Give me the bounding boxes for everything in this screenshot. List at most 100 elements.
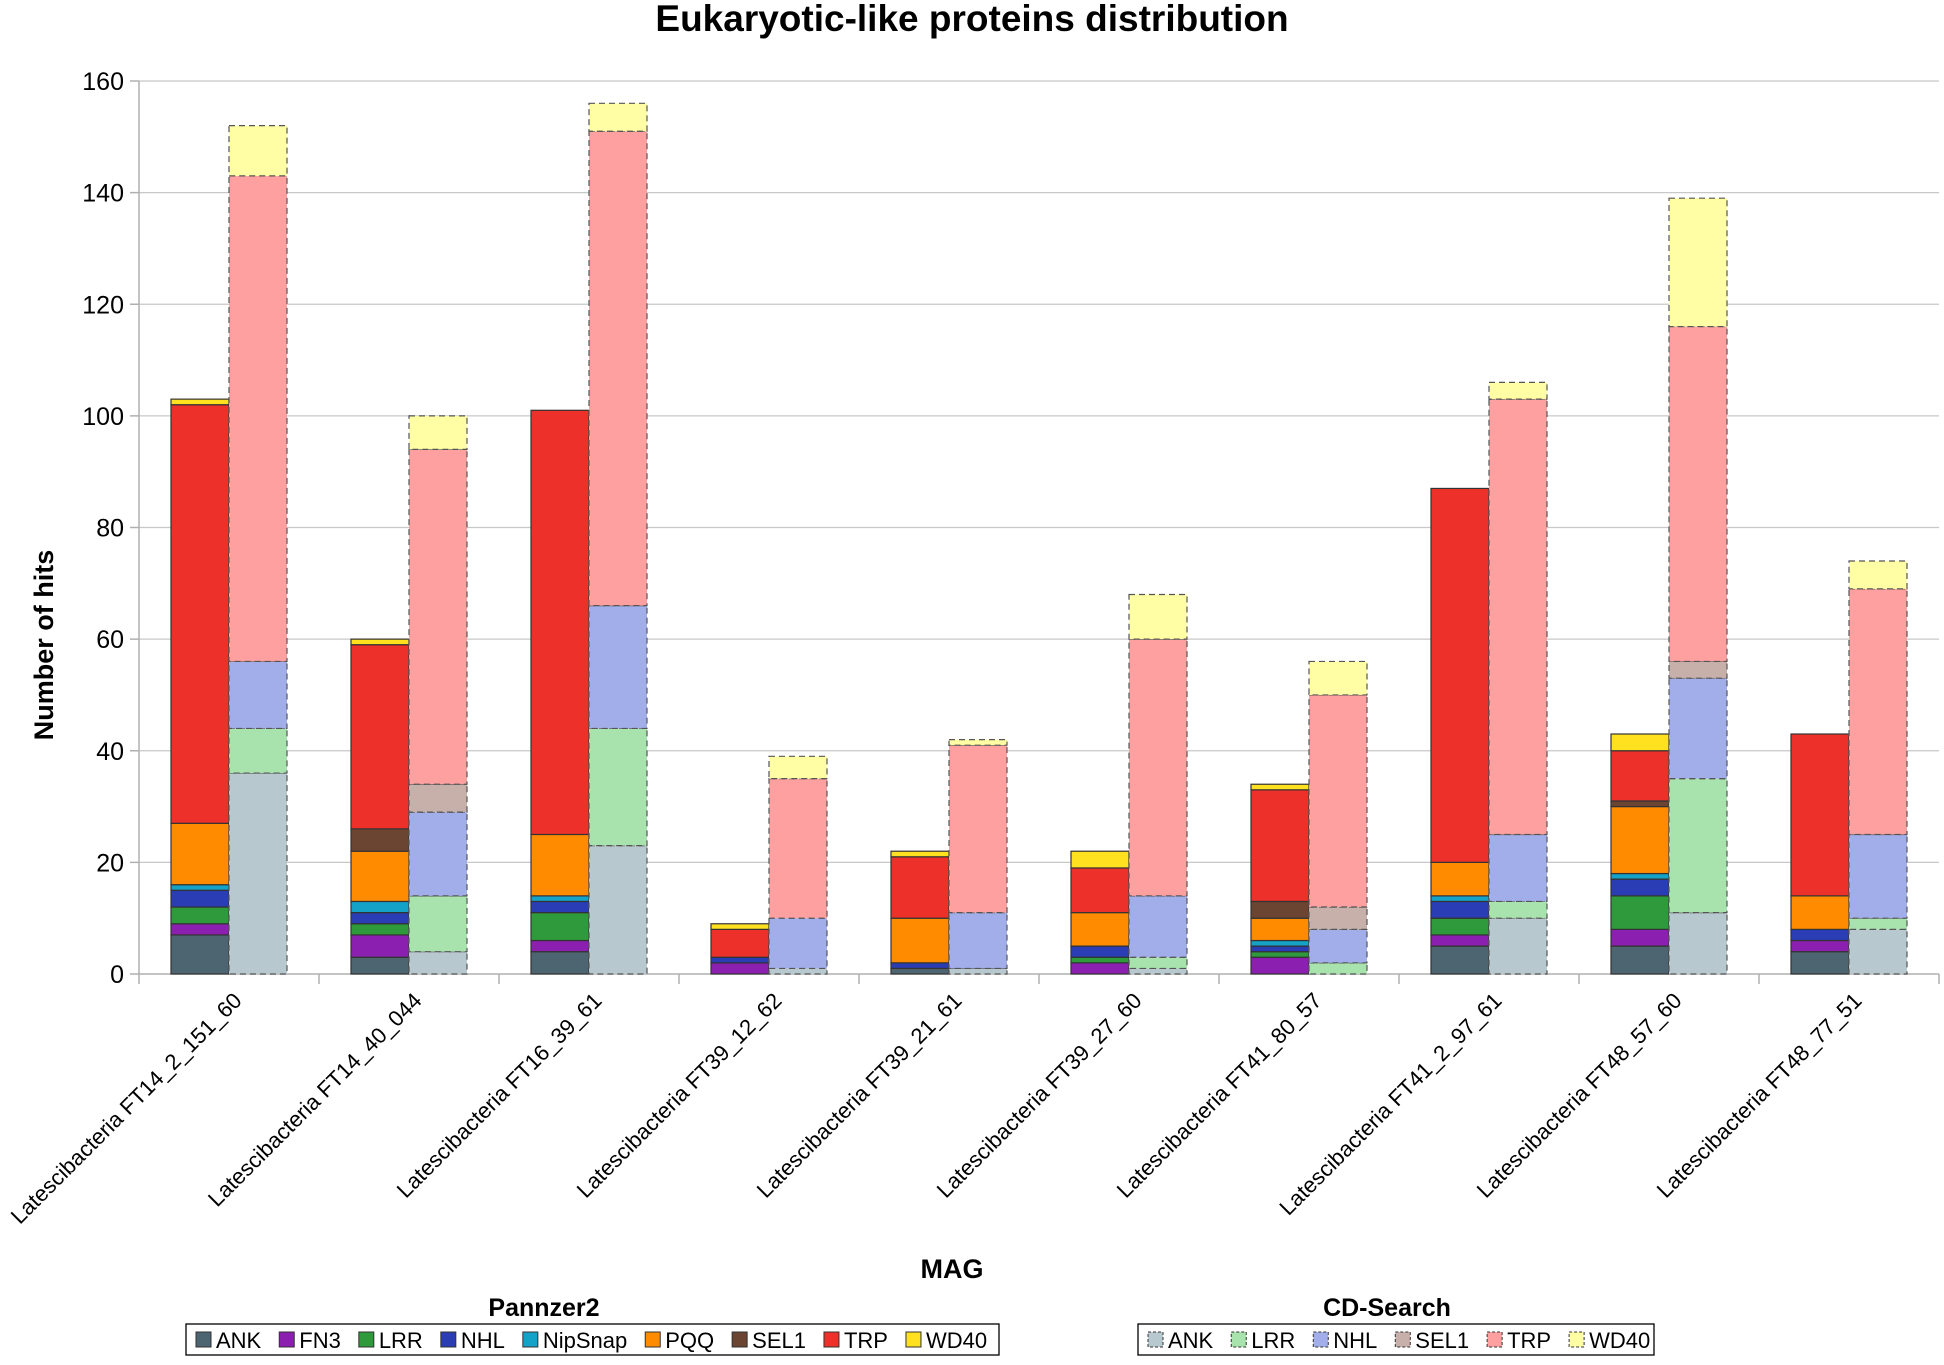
bar-cd-search-lrr-latescibacteria-ft48-77-51	[1848, 917, 1908, 930]
bar-cd-search-ank-latescibacteria-ft16-39-61	[588, 845, 648, 975]
bar-pannzer2-pqq-latescibacteria-ft39-21-61	[890, 917, 950, 964]
bar-pannzer2-ank-latescibacteria-ft48-57-60	[1610, 945, 1670, 975]
bar-pannzer2-pqq-latescibacteria-ft41-80-57	[1250, 917, 1310, 942]
y-tick-label-40: 40	[96, 738, 124, 766]
bar-cd-search-wd40-latescibacteria-ft14-2-151-60	[228, 125, 288, 177]
bar-pannzer2-trp-latescibacteria-ft41-80-57	[1250, 789, 1310, 903]
bar-pannzer2-fn3-latescibacteria-ft39-12-62	[710, 962, 770, 975]
legend-label-pannzer2-fn3: FN3	[299, 1328, 341, 1353]
legend-label-cd-search-nhl: NHL	[1333, 1328, 1377, 1353]
bar-pannzer2-nhl-latescibacteria-ft39-21-61	[890, 962, 950, 970]
bar-pannzer2-wd40-latescibacteria-ft14-40-044	[350, 638, 410, 646]
bar-cd-search-nhl-latescibacteria-ft14-2-151-60	[228, 660, 288, 730]
bar-pannzer2-nipsnap-latescibacteria-ft48-57-60	[1610, 872, 1670, 880]
bar-pannzer2-nhl-latescibacteria-ft41-80-57	[1250, 945, 1310, 953]
bar-pannzer2-lrr-latescibacteria-ft14-40-044	[350, 923, 410, 936]
bar-cd-search-trp-latescibacteria-ft39-21-61	[948, 744, 1008, 914]
bar-pannzer2-wd40-latescibacteria-ft39-27-60	[1070, 850, 1130, 869]
bar-cd-search-nhl-latescibacteria-ft16-39-61	[588, 605, 648, 730]
legend-title-cd-search: CD-Search	[1323, 1294, 1451, 1322]
bar-cd-search-lrr-latescibacteria-ft41-2-97-61	[1488, 900, 1548, 919]
bar-pannzer2-trp-latescibacteria-ft39-12-62	[710, 928, 770, 958]
bar-cd-search-trp-latescibacteria-ft41-80-57	[1308, 694, 1368, 908]
bar-pannzer2-lrr-latescibacteria-ft16-39-61	[530, 912, 590, 942]
bar-cd-search-ank-latescibacteria-ft39-12-62	[768, 967, 828, 975]
bar-pannzer2-sel1-latescibacteria-ft14-40-044	[350, 828, 410, 852]
x-tick-label-latescibacteria-ft39-27-60: Latescibacteria FT39_27_60	[932, 988, 1147, 1203]
bar-cd-search-nhl-latescibacteria-ft14-40-044	[408, 811, 468, 897]
legend-swatch-cd-search-ank	[1147, 1331, 1164, 1348]
legends: Pannzer2 ANK FN3 LRR NHL NipSnap PQQ SEL1 TRP WD4…	[185, 1294, 1655, 1356]
bar-cd-search-wd40-latescibacteria-ft48-57-60	[1668, 197, 1728, 328]
bar-pannzer2-fn3-latescibacteria-ft41-2-97-61	[1430, 934, 1490, 947]
legend-label-cd-search-ank: ANK	[1168, 1328, 1214, 1353]
legend-swatch-pannzer2-wd40	[905, 1331, 922, 1348]
bar-cd-search-trp-latescibacteria-ft14-40-044	[408, 448, 468, 785]
bar-pannzer2-pqq-latescibacteria-ft14-2-151-60	[170, 822, 230, 886]
bar-pannzer2-wd40-latescibacteria-ft14-2-151-60	[170, 398, 230, 406]
bar-cd-search-nhl-latescibacteria-ft39-21-61	[948, 912, 1008, 970]
y-tick-label-20: 20	[96, 849, 124, 877]
legend-swatch-cd-search-sel1	[1394, 1331, 1411, 1348]
bar-cd-search-lrr-latescibacteria-ft39-27-60	[1128, 956, 1188, 970]
legend-label-pannzer2-lrr: LRR	[379, 1328, 423, 1353]
bar-pannzer2-pqq-latescibacteria-ft48-57-60	[1610, 805, 1670, 875]
bar-pannzer2-nipsnap-latescibacteria-ft14-2-151-60	[170, 884, 230, 891]
x-tick-label-latescibacteria-ft39-12-62: Latescibacteria FT39_12_62	[572, 988, 787, 1203]
bar-pannzer2-nhl-latescibacteria-ft14-2-151-60	[170, 889, 230, 908]
legend-swatch-pannzer2-pqq	[644, 1331, 661, 1348]
bar-cd-search-nhl-latescibacteria-ft39-12-62	[768, 917, 828, 970]
bar-cd-search-wd40-latescibacteria-ft39-12-62	[768, 755, 828, 780]
y-tick-label-60: 60	[96, 626, 124, 654]
bar-pannzer2-pqq-latescibacteria-ft41-2-97-61	[1430, 861, 1490, 897]
bar-pannzer2-pqq-latescibacteria-ft48-77-51	[1790, 895, 1850, 930]
bar-pannzer2-nhl-latescibacteria-ft39-27-60	[1070, 945, 1130, 958]
bar-cd-search-wd40-latescibacteria-ft39-21-61	[948, 738, 1008, 746]
x-tick-label-latescibacteria-ft39-21-61: Latescibacteria FT39_21_61	[752, 988, 967, 1203]
legend-label-pannzer2-nipsnap: NipSnap	[543, 1328, 627, 1353]
bar-cd-search-wd40-latescibacteria-ft41-2-97-61	[1488, 381, 1548, 400]
x-tick-label-latescibacteria-ft48-57-60: Latescibacteria FT48_57_60	[1472, 988, 1687, 1203]
legend-swatch-cd-search-trp	[1486, 1331, 1503, 1348]
legend-swatch-pannzer2-nipsnap	[522, 1331, 539, 1348]
bar-pannzer2-fn3-latescibacteria-ft48-57-60	[1610, 928, 1670, 947]
bar-cd-search-trp-latescibacteria-ft41-2-97-61	[1488, 398, 1548, 836]
y-tick-label-100: 100	[82, 403, 124, 431]
bar-pannzer2-trp-latescibacteria-ft48-57-60	[1610, 750, 1670, 802]
legend-swatch-cd-search-lrr	[1230, 1331, 1247, 1348]
y-axis-label: Number of hits	[29, 550, 59, 741]
bar-pannzer2-wd40-latescibacteria-ft41-80-57	[1250, 783, 1310, 791]
bar-cd-search-wd40-latescibacteria-ft16-39-61	[588, 102, 648, 132]
legend-label-pannzer2-ank: ANK	[216, 1328, 262, 1353]
bar-cd-search-nhl-latescibacteria-ft41-80-57	[1308, 928, 1368, 964]
bar-cd-search-trp-latescibacteria-ft39-12-62	[768, 778, 828, 919]
bar-cd-search-ank-latescibacteria-ft48-57-60	[1668, 912, 1728, 975]
bar-pannzer2-sel1-latescibacteria-ft41-80-57	[1250, 900, 1310, 919]
bar-pannzer2-sel1-latescibacteria-ft48-57-60	[1610, 800, 1670, 808]
plot-area: 0 20 40 60 80 100 120 140 160 Latescibacteria FT1…	[6, 68, 1940, 1229]
bar-cd-search-lrr-latescibacteria-ft16-39-61	[588, 727, 648, 847]
bar-cd-search-trp-latescibacteria-ft14-2-151-60	[228, 175, 288, 663]
bar-cd-search-wd40-latescibacteria-ft48-77-51	[1848, 560, 1908, 590]
bar-pannzer2-trp-latescibacteria-ft41-2-97-61	[1430, 487, 1490, 863]
x-tick-label-latescibacteria-ft14-40-044: Latescibacteria FT14_40_044	[203, 988, 427, 1212]
legend-swatch-pannzer2-fn3	[278, 1331, 295, 1348]
legend-label-pannzer2-pqq: PQQ	[665, 1328, 714, 1353]
bar-cd-search-ank-latescibacteria-ft48-77-51	[1848, 928, 1908, 975]
y-tick-label-140: 140	[82, 180, 124, 208]
bar-pannzer2-nipsnap-latescibacteria-ft14-40-044	[350, 900, 410, 914]
legend-swatch-pannzer2-nhl	[440, 1331, 457, 1348]
y-tick-label-160: 160	[82, 68, 124, 96]
bar-cd-search-wd40-latescibacteria-ft39-27-60	[1128, 593, 1188, 640]
legend-box-pannzer2	[185, 1323, 1000, 1356]
bar-cd-search-sel1-latescibacteria-ft48-57-60	[1668, 660, 1728, 679]
bar-cd-search-lrr-latescibacteria-ft48-57-60	[1668, 778, 1728, 914]
bar-pannzer2-fn3-latescibacteria-ft16-39-61	[530, 939, 590, 953]
bar-cd-search-nhl-latescibacteria-ft48-57-60	[1668, 677, 1728, 780]
bar-cd-search-ank-latescibacteria-ft41-2-97-61	[1488, 917, 1548, 975]
legend-label-pannzer2-trp: TRP	[844, 1328, 888, 1353]
x-tick-label-latescibacteria-ft41-80-57: Latescibacteria FT41_80_57	[1112, 988, 1327, 1203]
bar-pannzer2-nipsnap-latescibacteria-ft16-39-61	[530, 895, 590, 903]
bar-pannzer2-wd40-latescibacteria-ft39-21-61	[890, 850, 950, 858]
bar-cd-search-trp-latescibacteria-ft48-77-51	[1848, 588, 1908, 836]
